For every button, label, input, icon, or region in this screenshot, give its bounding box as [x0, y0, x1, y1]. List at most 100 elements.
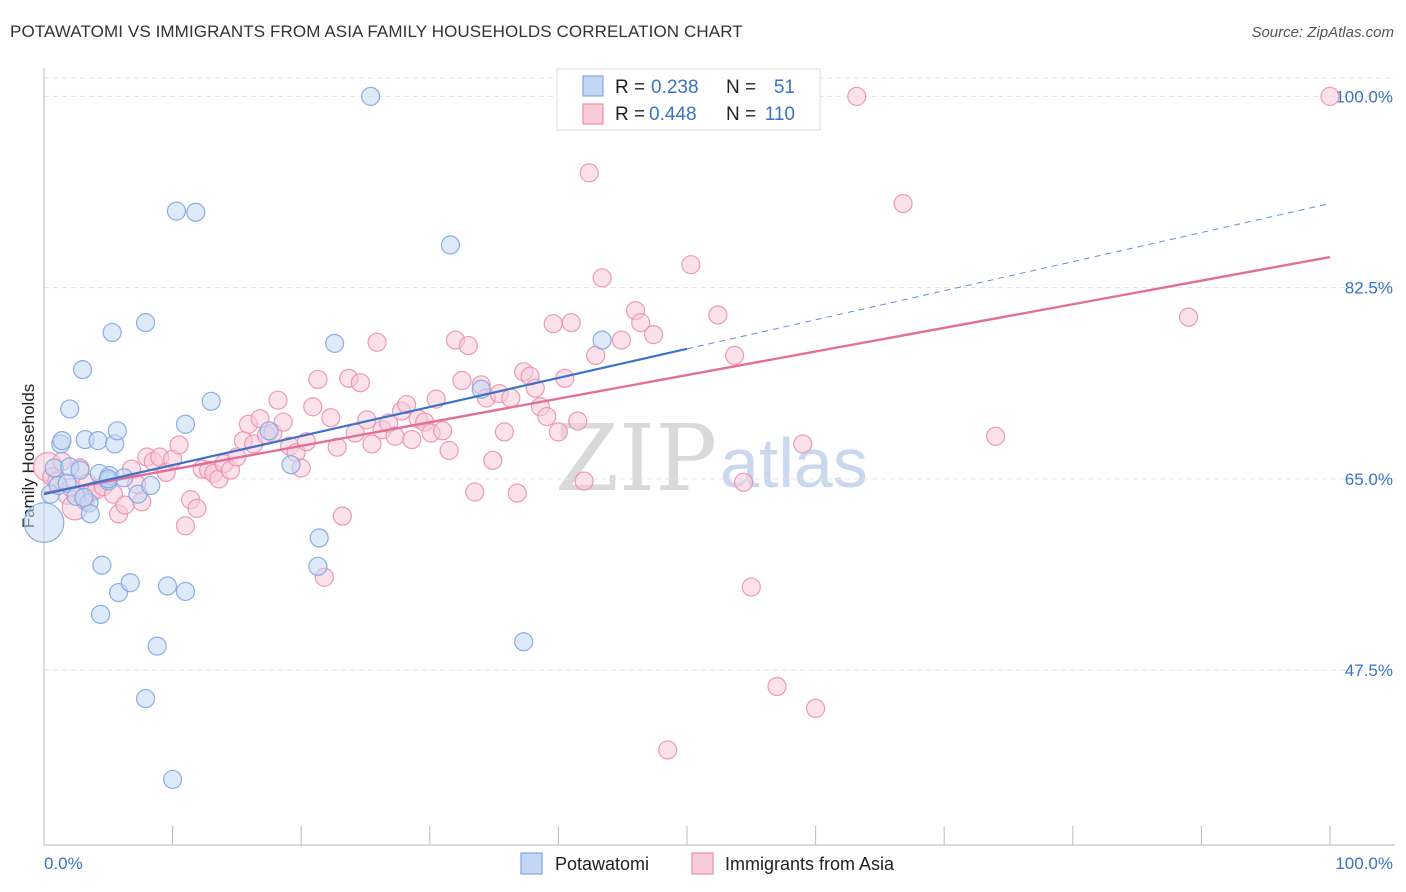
- x-axis-ticks: [43, 826, 1331, 845]
- data-point: [107, 421, 127, 441]
- series-potawatomi-points: [23, 86, 612, 790]
- gridlines: [44, 77, 1395, 671]
- data-point: [483, 450, 503, 470]
- data-point: [332, 506, 352, 526]
- legend-swatch-immigrants-from-asia: [691, 852, 714, 875]
- data-point: [308, 369, 328, 390]
- data-point: [561, 313, 581, 333]
- data-point: [767, 676, 787, 697]
- data-point: [147, 636, 167, 656]
- data-point: [847, 86, 867, 106]
- data-point: [1178, 307, 1199, 327]
- data-point: [986, 426, 1006, 446]
- data-point: [433, 421, 453, 441]
- stats-swatch-pink: [582, 103, 604, 125]
- stats-n-label-blue: N =: [726, 77, 756, 98]
- data-point: [325, 333, 345, 353]
- data-point: [141, 475, 161, 496]
- data-point: [175, 581, 196, 602]
- data-point: [708, 305, 728, 325]
- data-point: [308, 556, 328, 576]
- trend-lines: [43, 203, 1331, 496]
- data-point: [458, 335, 478, 356]
- trend-line-potawatomi: [43, 347, 688, 496]
- data-point: [135, 313, 156, 333]
- legend-label-potawatomi: Potawatomi: [555, 854, 649, 874]
- data-point: [259, 421, 279, 441]
- chart-title: POTAWATOMI VS IMMIGRANTS FROM ASIA FAMIL…: [10, 22, 743, 41]
- data-point: [592, 268, 612, 288]
- data-point: [681, 255, 701, 275]
- data-point: [268, 390, 288, 410]
- data-point: [514, 632, 534, 652]
- data-point: [303, 397, 323, 417]
- data-point: [579, 163, 599, 183]
- data-point: [397, 394, 417, 415]
- data-point: [439, 440, 459, 461]
- stats-r-value-blue: 0.238: [651, 77, 699, 98]
- data-point: [23, 502, 65, 544]
- data-point: [88, 431, 108, 451]
- data-point: [281, 455, 301, 475]
- data-point: [543, 314, 563, 334]
- data-point: [465, 482, 485, 502]
- trend-line-potawatomi-extension: [686, 203, 1331, 350]
- legend-swatch-potawatomi: [520, 852, 543, 875]
- data-point: [169, 435, 189, 455]
- trend-line-immigrants-from-asia: [43, 255, 1331, 495]
- data-point: [350, 373, 370, 393]
- data-point: [733, 472, 754, 492]
- data-point: [805, 698, 826, 718]
- data-point: [187, 498, 207, 518]
- data-point: [643, 325, 664, 345]
- stats-r-value-pink: 0.448: [649, 104, 697, 125]
- data-point: [367, 332, 387, 352]
- data-point: [166, 201, 187, 221]
- data-point: [321, 408, 341, 428]
- data-point: [893, 193, 913, 214]
- data-point: [793, 434, 813, 454]
- x-tick-label-max: 100.0%: [1335, 854, 1393, 873]
- series-immigrants-from-asia-points: [32, 86, 1340, 760]
- source-credit: Source: ZipAtlas.com: [1251, 24, 1394, 41]
- data-point: [186, 202, 206, 222]
- data-point: [90, 604, 111, 625]
- y-tick-labels: 47.5% 65.0% 82.5% 100.0%: [1335, 87, 1393, 680]
- y-tick-label: 82.5%: [1345, 279, 1393, 298]
- data-point: [92, 555, 112, 575]
- data-point: [52, 431, 72, 451]
- data-point: [80, 504, 100, 524]
- data-point: [724, 345, 745, 365]
- data-point: [548, 422, 569, 442]
- data-point: [452, 370, 472, 391]
- stats-r-label-pink: R =: [615, 104, 645, 125]
- data-point: [631, 313, 651, 333]
- y-tick-label: 65.0%: [1345, 470, 1393, 489]
- data-point: [362, 434, 382, 454]
- data-point: [74, 487, 94, 508]
- legend: Potawatomi Immigrants from Asia: [520, 852, 895, 875]
- stats-swatch-blue: [582, 75, 604, 97]
- data-point: [163, 769, 183, 790]
- data-point: [120, 573, 140, 593]
- data-point: [135, 688, 156, 709]
- data-point: [402, 429, 422, 450]
- data-point: [175, 414, 196, 434]
- data-point: [175, 516, 196, 536]
- data-point: [574, 471, 594, 491]
- data-point: [658, 740, 678, 760]
- legend-label-immigrants-from-asia: Immigrants from Asia: [725, 854, 895, 874]
- data-point: [592, 330, 612, 350]
- stats-n-value-pink: 110: [765, 104, 795, 125]
- data-point: [201, 391, 221, 411]
- data-point: [741, 577, 761, 597]
- y-tick-label: 100.0%: [1335, 87, 1393, 106]
- data-point: [102, 322, 122, 343]
- data-point: [568, 411, 588, 431]
- data-point: [309, 528, 329, 548]
- data-point: [507, 483, 527, 503]
- data-point: [157, 576, 178, 596]
- stats-n-label-pink: N =: [726, 104, 756, 125]
- x-tick-label-min: 0.0%: [44, 854, 83, 873]
